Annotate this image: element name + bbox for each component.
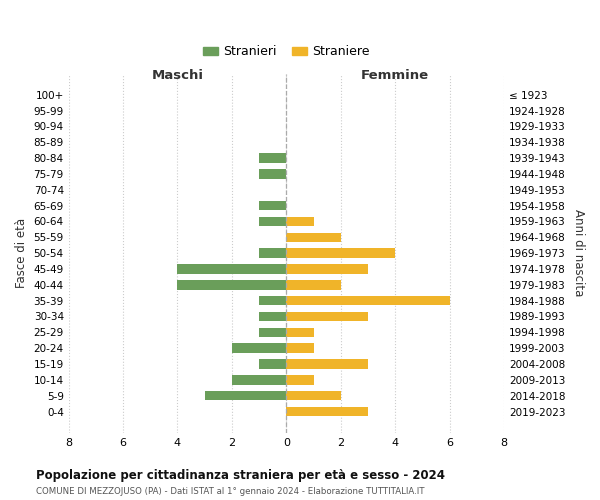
Text: Maschi: Maschi (151, 69, 203, 82)
Bar (259, 169, 286, 178)
Bar (286, 216, 314, 226)
Bar (286, 232, 341, 242)
Bar (286, 328, 314, 337)
Bar (259, 248, 286, 258)
Bar (232, 344, 286, 353)
Bar (259, 154, 286, 163)
Bar (259, 328, 286, 337)
Bar (286, 407, 368, 416)
Bar (259, 216, 286, 226)
Bar (232, 375, 286, 384)
Bar (286, 312, 368, 322)
Bar (286, 375, 314, 384)
Bar (286, 264, 368, 274)
Y-axis label: Fasce di età: Fasce di età (15, 218, 28, 288)
Bar (286, 248, 395, 258)
Bar (178, 264, 286, 274)
Bar (286, 296, 449, 306)
Bar (259, 360, 286, 369)
Bar (259, 296, 286, 306)
Bar (205, 391, 286, 400)
Bar (178, 280, 286, 289)
Bar (286, 360, 368, 369)
Text: COMUNE DI MEZZOJUSO (PA) - Dati ISTAT al 1° gennaio 2024 - Elaborazione TUTTITAL: COMUNE DI MEZZOJUSO (PA) - Dati ISTAT al… (36, 487, 425, 496)
Bar (259, 312, 286, 322)
Bar (286, 344, 314, 353)
Text: Femmine: Femmine (361, 69, 429, 82)
Bar (286, 391, 341, 400)
Text: Popolazione per cittadinanza straniera per età e sesso - 2024: Popolazione per cittadinanza straniera p… (36, 470, 445, 482)
Bar (259, 201, 286, 210)
Bar (286, 280, 341, 289)
Y-axis label: Anni di nascita: Anni di nascita (572, 210, 585, 297)
Legend: Stranieri, Straniere: Stranieri, Straniere (199, 40, 374, 64)
